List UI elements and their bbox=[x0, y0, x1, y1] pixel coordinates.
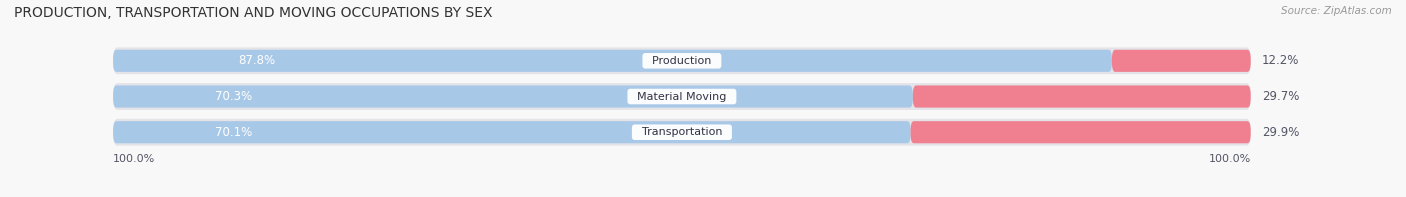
FancyBboxPatch shape bbox=[112, 83, 1251, 110]
Text: 29.7%: 29.7% bbox=[1263, 90, 1299, 103]
FancyBboxPatch shape bbox=[112, 50, 1112, 72]
FancyBboxPatch shape bbox=[912, 85, 1251, 108]
Text: 87.8%: 87.8% bbox=[239, 54, 276, 67]
FancyBboxPatch shape bbox=[112, 85, 912, 108]
Text: 70.3%: 70.3% bbox=[215, 90, 252, 103]
FancyBboxPatch shape bbox=[911, 121, 1251, 143]
Text: 12.2%: 12.2% bbox=[1263, 54, 1299, 67]
Text: Material Moving: Material Moving bbox=[630, 92, 734, 101]
Text: Transportation: Transportation bbox=[634, 127, 730, 137]
Text: 100.0%: 100.0% bbox=[112, 154, 156, 164]
FancyBboxPatch shape bbox=[112, 119, 1251, 146]
FancyBboxPatch shape bbox=[112, 121, 911, 143]
FancyBboxPatch shape bbox=[112, 47, 1251, 74]
Text: PRODUCTION, TRANSPORTATION AND MOVING OCCUPATIONS BY SEX: PRODUCTION, TRANSPORTATION AND MOVING OC… bbox=[14, 6, 492, 20]
Text: Production: Production bbox=[645, 56, 718, 66]
FancyBboxPatch shape bbox=[1112, 50, 1251, 72]
Text: 70.1%: 70.1% bbox=[215, 126, 252, 139]
Text: 29.9%: 29.9% bbox=[1263, 126, 1299, 139]
Text: Source: ZipAtlas.com: Source: ZipAtlas.com bbox=[1281, 6, 1392, 16]
Text: 100.0%: 100.0% bbox=[1208, 154, 1251, 164]
